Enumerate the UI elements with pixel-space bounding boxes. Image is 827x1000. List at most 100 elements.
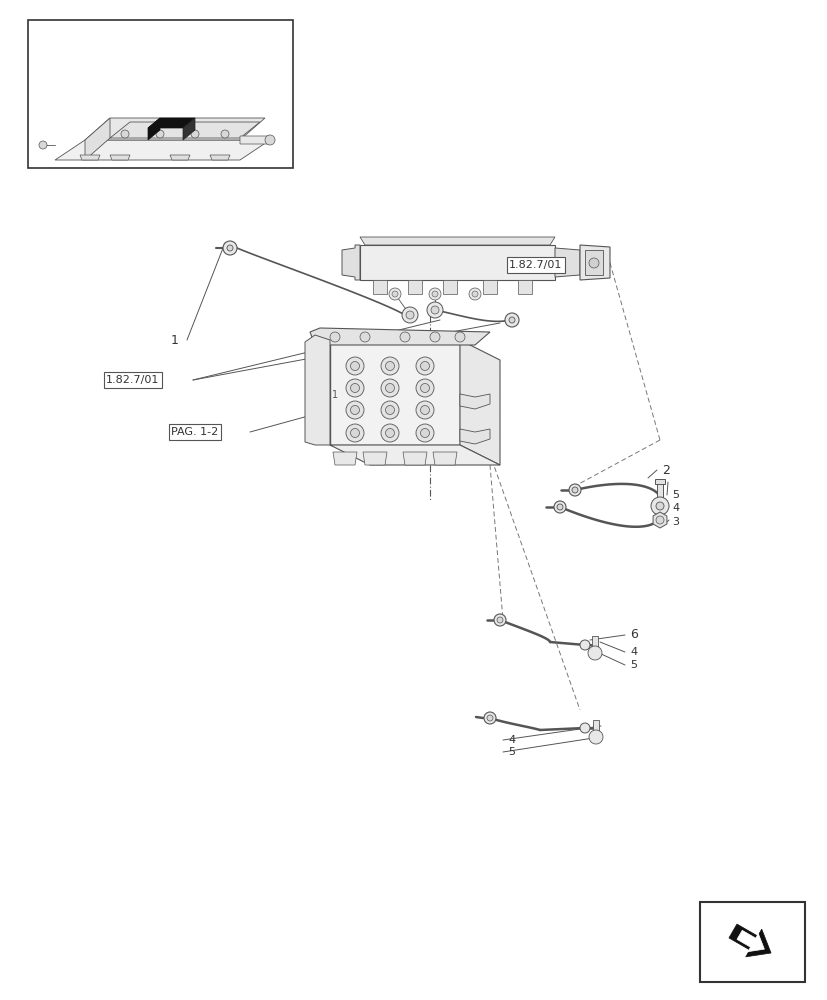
- Text: 1.82.7/01: 1.82.7/01: [106, 375, 160, 385]
- Circle shape: [432, 291, 437, 297]
- Circle shape: [588, 258, 598, 268]
- Polygon shape: [554, 248, 579, 277]
- Circle shape: [39, 141, 47, 149]
- Polygon shape: [403, 452, 427, 465]
- Circle shape: [496, 617, 502, 623]
- Circle shape: [579, 723, 590, 733]
- Circle shape: [330, 332, 340, 342]
- Circle shape: [494, 614, 505, 626]
- Polygon shape: [460, 429, 490, 444]
- Circle shape: [399, 332, 409, 342]
- Polygon shape: [170, 155, 189, 160]
- Bar: [592, 720, 598, 732]
- Circle shape: [568, 484, 581, 496]
- Circle shape: [405, 311, 414, 319]
- Circle shape: [346, 401, 364, 419]
- Polygon shape: [148, 118, 160, 140]
- Circle shape: [415, 424, 433, 442]
- Circle shape: [391, 291, 398, 297]
- Bar: [656, 482, 662, 498]
- Circle shape: [389, 288, 400, 300]
- Bar: [654, 479, 664, 484]
- Polygon shape: [482, 280, 496, 294]
- Polygon shape: [55, 140, 270, 160]
- Circle shape: [468, 288, 480, 300]
- Bar: [699, 902, 804, 982]
- Polygon shape: [460, 340, 500, 465]
- Polygon shape: [210, 155, 230, 160]
- Circle shape: [415, 357, 433, 375]
- Circle shape: [650, 497, 668, 515]
- Circle shape: [360, 332, 370, 342]
- Bar: [585, 250, 602, 275]
- Circle shape: [509, 317, 514, 323]
- Text: 1: 1: [332, 390, 337, 400]
- Circle shape: [471, 291, 477, 297]
- Text: 5: 5: [672, 490, 678, 500]
- Circle shape: [455, 332, 465, 342]
- Text: 6: 6: [629, 628, 637, 642]
- Circle shape: [350, 428, 359, 438]
- Polygon shape: [433, 452, 457, 465]
- Polygon shape: [85, 118, 265, 140]
- Polygon shape: [332, 452, 356, 465]
- Polygon shape: [330, 445, 500, 465]
- Polygon shape: [360, 237, 554, 245]
- Circle shape: [588, 730, 602, 744]
- Circle shape: [385, 383, 394, 392]
- Circle shape: [380, 357, 399, 375]
- Circle shape: [486, 715, 492, 721]
- Polygon shape: [110, 122, 260, 138]
- Text: 2: 2: [662, 464, 669, 477]
- Text: 5: 5: [629, 660, 636, 670]
- Circle shape: [428, 288, 441, 300]
- Polygon shape: [342, 245, 360, 280]
- Circle shape: [557, 504, 562, 510]
- Circle shape: [420, 383, 429, 392]
- Text: 4: 4: [672, 503, 678, 513]
- Circle shape: [655, 502, 663, 510]
- Circle shape: [385, 406, 394, 414]
- Circle shape: [385, 428, 394, 438]
- Circle shape: [350, 383, 359, 392]
- Polygon shape: [240, 136, 275, 144]
- Bar: [591, 636, 597, 648]
- Circle shape: [385, 361, 394, 370]
- Polygon shape: [309, 328, 490, 345]
- Polygon shape: [183, 118, 195, 140]
- Circle shape: [655, 516, 663, 524]
- Circle shape: [346, 424, 364, 442]
- Circle shape: [504, 313, 519, 327]
- Circle shape: [402, 307, 418, 323]
- Polygon shape: [85, 118, 110, 160]
- Circle shape: [350, 406, 359, 414]
- Circle shape: [427, 302, 442, 318]
- Polygon shape: [518, 280, 532, 294]
- Text: 4: 4: [508, 735, 514, 745]
- Circle shape: [415, 379, 433, 397]
- Circle shape: [265, 135, 275, 145]
- Polygon shape: [579, 245, 609, 280]
- Polygon shape: [80, 155, 100, 160]
- Circle shape: [420, 361, 429, 370]
- Text: 1.82.7/01: 1.82.7/01: [509, 260, 562, 270]
- Circle shape: [191, 130, 198, 138]
- Polygon shape: [442, 280, 457, 294]
- Circle shape: [350, 361, 359, 370]
- Text: PAG. 1-2: PAG. 1-2: [171, 427, 218, 437]
- Polygon shape: [736, 930, 763, 952]
- Circle shape: [484, 712, 495, 724]
- Circle shape: [553, 501, 566, 513]
- Circle shape: [155, 130, 164, 138]
- Circle shape: [380, 401, 399, 419]
- Circle shape: [346, 357, 364, 375]
- Polygon shape: [360, 245, 554, 280]
- Circle shape: [420, 428, 429, 438]
- Circle shape: [579, 640, 590, 650]
- Circle shape: [380, 379, 399, 397]
- Polygon shape: [372, 280, 386, 294]
- Circle shape: [380, 424, 399, 442]
- Circle shape: [222, 241, 237, 255]
- Text: 1: 1: [171, 334, 179, 347]
- Polygon shape: [653, 512, 666, 528]
